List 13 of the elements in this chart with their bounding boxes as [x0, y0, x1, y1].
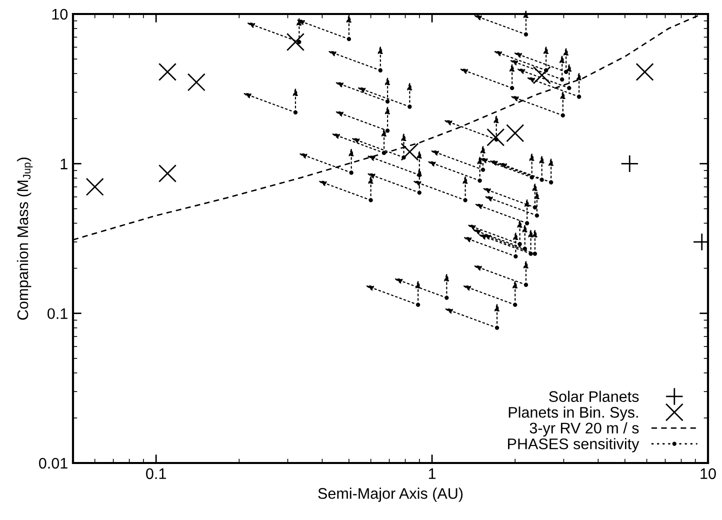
- y-axis-title: Companion Mass (M$_{Jup}$): [16, 158, 33, 320]
- x-axis-title: Semi-Major Axis (AU): [318, 488, 463, 502]
- x-tick-label: 1: [428, 468, 436, 479]
- x-tick-label: 10: [700, 468, 716, 480]
- x-tick-label: 0.1: [146, 468, 166, 480]
- y-tick-label: 10: [52, 8, 68, 20]
- y-tick-label: 1: [60, 158, 68, 170]
- y-tick-label: 0.01: [39, 458, 68, 469]
- legend-label: Planets in Bin. Sys.: [508, 406, 638, 421]
- legend-label: PHASES sensitivity: [508, 438, 640, 452]
- y-tick-label: 0.1: [48, 308, 68, 320]
- legend-label: 3-yr RV 20 m / s: [530, 422, 639, 437]
- legend-label: Solar Planets: [549, 390, 639, 402]
